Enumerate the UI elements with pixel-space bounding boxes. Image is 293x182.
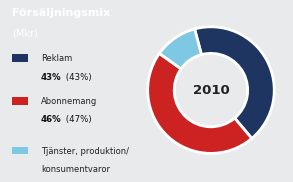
Text: (47%): (47%) — [63, 115, 92, 124]
Text: Försäljningsmix: Försäljningsmix — [12, 8, 110, 18]
Text: 2010: 2010 — [193, 84, 229, 97]
Text: (43%): (43%) — [63, 73, 92, 82]
Bar — [12, 54, 28, 62]
Wedge shape — [159, 29, 202, 69]
Text: (Mkr): (Mkr) — [12, 28, 38, 38]
Wedge shape — [195, 27, 274, 139]
Bar — [12, 147, 28, 154]
Text: 43%: 43% — [41, 73, 62, 82]
Wedge shape — [148, 54, 252, 153]
Text: Abonnemang: Abonnemang — [41, 97, 97, 106]
Bar — [12, 97, 28, 105]
Text: Tjänster, produktion/: Tjänster, produktion/ — [41, 147, 129, 155]
Text: Reklam: Reklam — [41, 54, 72, 63]
Text: konsumentvaror: konsumentvaror — [41, 165, 110, 174]
Text: 46%: 46% — [41, 115, 62, 124]
